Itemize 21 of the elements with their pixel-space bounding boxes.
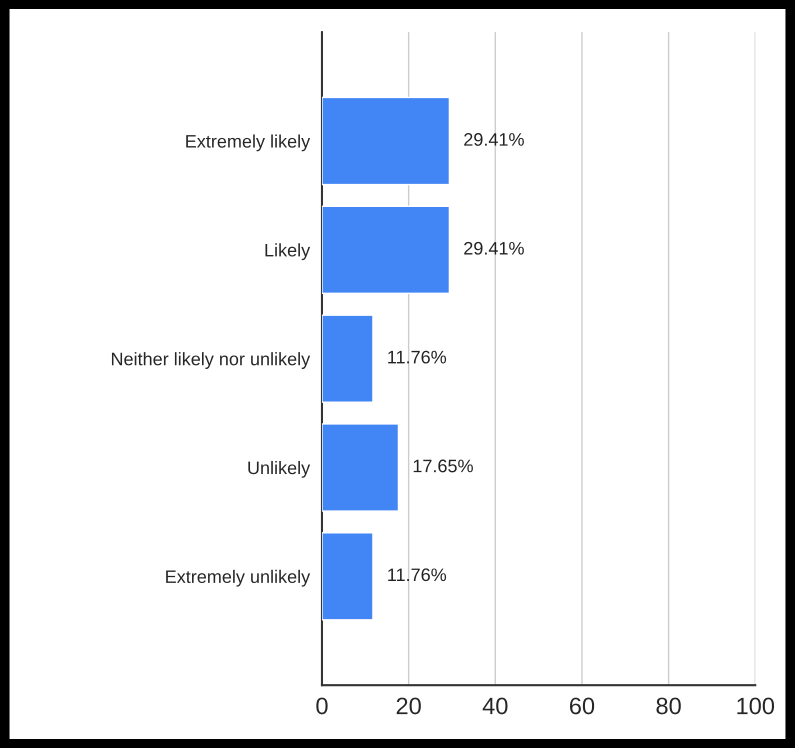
bar bbox=[322, 423, 400, 512]
x-tick-label: 40 bbox=[482, 698, 508, 714]
x-tick-label: 100 bbox=[737, 698, 774, 714]
data-label: 11.76% bbox=[388, 350, 446, 364]
y-tick-label: Likely bbox=[265, 243, 310, 260]
bar bbox=[322, 206, 450, 294]
y-tick-label: Neither likely nor unlikely bbox=[112, 352, 310, 369]
y-tick-label: Extremely unlikely bbox=[166, 570, 310, 587]
x-tick-label: 20 bbox=[396, 698, 421, 714]
y-tick-label: Unlikely bbox=[248, 460, 310, 478]
bar bbox=[322, 532, 374, 621]
x-tick-label: 80 bbox=[656, 698, 681, 714]
data-label: 11.76% bbox=[388, 568, 446, 582]
data-label: 29.41% bbox=[464, 133, 524, 146]
bar bbox=[322, 96, 450, 186]
data-label: 17.65% bbox=[414, 460, 473, 472]
data-label: 29.41% bbox=[464, 242, 524, 255]
x-tick-label: 60 bbox=[570, 698, 594, 714]
y-tick-label: Extremely likely bbox=[186, 134, 310, 152]
x-tick-label: 0 bbox=[316, 698, 328, 714]
bar bbox=[322, 314, 374, 403]
